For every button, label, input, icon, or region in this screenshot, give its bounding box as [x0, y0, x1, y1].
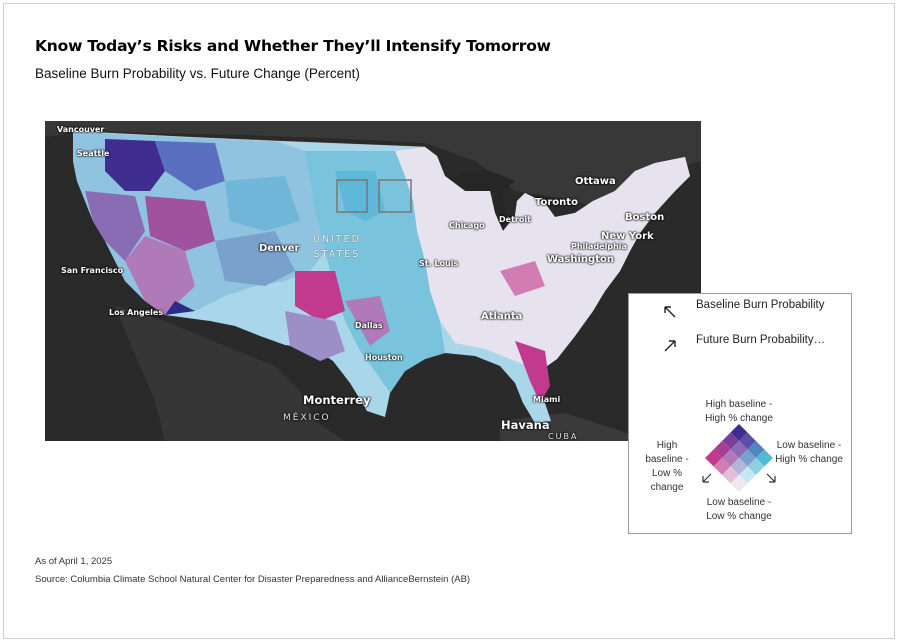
legend-label-right: Low baseline - High % change	[775, 440, 843, 465]
country-label-united-states: UNITED STATES	[313, 232, 361, 262]
highlight-box-right	[378, 179, 412, 213]
as-of-date: As of April 1, 2025	[35, 556, 113, 567]
map-legend: Baseline Burn Probability Future Burn Pr…	[628, 293, 852, 534]
burn-probability-map[interactable]: Vancouver Seattle San Francisco Los Ange…	[45, 121, 701, 441]
lake-superior	[445, 169, 515, 193]
pacific-northwest-high	[105, 139, 165, 191]
city-label-st-louis: St. Louis	[419, 259, 459, 268]
legend-label-bottom: Low baseline - Low % change	[706, 497, 772, 522]
arrow-up-left-icon	[664, 306, 676, 318]
country-label-mexico: MÉXICO	[283, 413, 331, 423]
appalachia-area	[500, 261, 545, 296]
states-label: STATES	[313, 249, 361, 260]
wyoming-area	[225, 176, 300, 231]
city-label-san-francisco: San Francisco	[61, 266, 124, 275]
chart-title: Know Today’s Risks and Whether They’ll I…	[35, 37, 551, 55]
legend-swatch	[730, 424, 748, 441]
northern-rockies-area	[155, 141, 225, 191]
city-label-toronto: Toronto	[535, 197, 578, 208]
city-label-detroit: Detroit	[499, 215, 531, 224]
border-line	[72, 130, 426, 148]
united-label: UNITED	[313, 234, 361, 245]
la-high	[165, 301, 195, 315]
northern-california-area	[85, 191, 145, 261]
mexico-landmass	[115, 306, 345, 441]
dakotas-area	[335, 171, 385, 221]
figure-frame	[3, 3, 895, 639]
legend-swatch	[730, 474, 748, 492]
city-label-chicago: Chicago	[449, 221, 485, 230]
oklahoma-area	[345, 296, 390, 346]
bivariate-color-grid	[702, 424, 776, 492]
legend-swatch	[730, 440, 748, 458]
city-label-vancouver: Vancouver	[57, 125, 105, 134]
south-texas-area	[285, 311, 345, 361]
legend-item-future: Future Burn Probability…	[696, 334, 826, 346]
city-label-atlanta: Atlanta	[481, 311, 523, 322]
source-note: Source: Columbia Climate School Natural …	[35, 574, 471, 585]
arrow-down-left-icon	[702, 473, 712, 483]
country-label-cuba: CUBA	[548, 432, 579, 441]
highlight-box-left	[336, 179, 368, 213]
city-label-washington: Washington	[547, 254, 614, 265]
city-label-monterrey: Monterrey	[303, 393, 371, 407]
city-label-houston: Houston	[365, 353, 403, 362]
city-label-denver: Denver	[259, 243, 300, 254]
city-label-new-york: New York	[601, 231, 654, 242]
florida-high	[515, 341, 550, 403]
city-label-philadelphia: Philadelphia	[571, 242, 627, 251]
city-label-los-angeles: Los Angeles	[109, 308, 164, 317]
legend-item-baseline: Baseline Burn Probability	[696, 299, 825, 311]
great-basin-area	[145, 196, 215, 251]
west-texas-high	[295, 271, 345, 321]
city-label-havana: Havana	[501, 418, 550, 432]
legend-swatch	[730, 457, 748, 475]
four-corners-area	[215, 231, 295, 286]
city-label-dallas: Dallas	[355, 321, 383, 330]
east-region	[395, 147, 690, 371]
city-label-miami: Miami	[533, 395, 561, 404]
city-label-ottawa: Ottawa	[575, 176, 616, 187]
legend-label-top: High baseline - High % change	[705, 399, 773, 424]
legend-label-left: High baseline - Low % change	[645, 440, 689, 493]
southern-california-area	[125, 236, 195, 315]
canada-landmass	[45, 121, 701, 209]
arrow-up-right-icon	[664, 340, 676, 352]
city-label-boston: Boston	[625, 212, 665, 223]
arrow-down-right-icon	[766, 473, 776, 483]
chart-subtitle: Baseline Burn Probability vs. Future Cha…	[35, 66, 360, 81]
map-canvas	[45, 121, 701, 441]
city-label-seattle: Seattle	[77, 149, 110, 158]
